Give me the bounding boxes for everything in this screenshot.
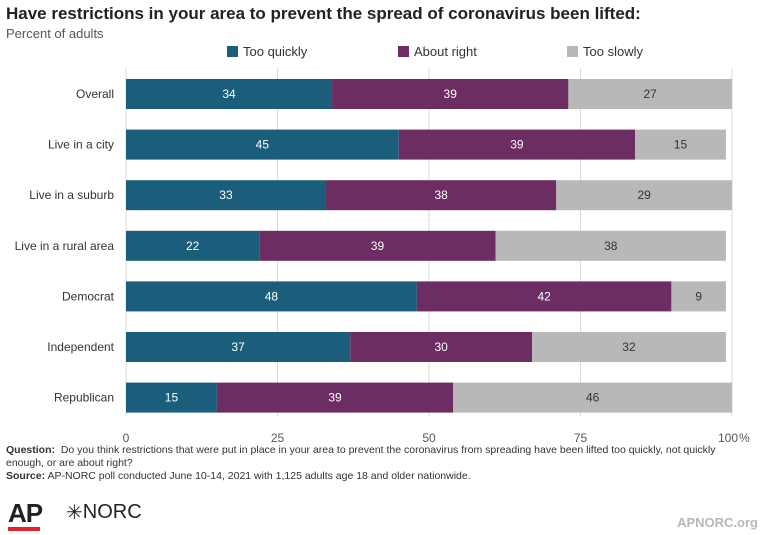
bar-segment [126,382,217,413]
tick-label: 25 [271,431,285,445]
legend-swatch-about-right [398,46,409,57]
category-label: Democrat [62,289,115,303]
chart-notes: Question: Do you think restrictions that… [6,444,756,483]
legend-swatch-too-quickly [227,46,238,57]
norc-logo-text: NORC [82,501,142,523]
legend-label-too-quickly: Too quickly [243,44,308,59]
stacked-bar-chart: Overall 34 39 27 Live in a city 45 39 15 Live in… [15,68,750,445]
data-label: 45 [256,138,270,152]
data-label: 15 [165,391,179,405]
chart-subtitle: Percent of adults [6,26,104,41]
data-label: 42 [537,289,551,303]
legend-label-about-right: About right [414,44,477,59]
data-label: 46 [586,391,600,405]
category-label: Republican [54,391,114,405]
data-label: 29 [637,188,651,202]
bar-segment [126,230,260,261]
tick-label: 100 [718,431,738,445]
data-label: 15 [674,138,688,152]
question-text: Do you think restrictions that were put … [6,444,716,469]
bar-segment [332,79,569,109]
bar-segment [259,230,496,261]
data-label: 34 [222,87,236,101]
category-label: Live in a city [48,138,114,152]
bar-segment [416,281,672,312]
bar-segment [671,281,726,312]
question-note: Question: Do you think restrictions that… [6,444,756,470]
data-label: 39 [328,391,342,405]
data-label: 33 [219,188,233,202]
legend: Too quickly About right Too slowly [0,44,768,64]
bar-segment [532,332,726,362]
bar-segment [126,79,333,109]
category-label: Overall [76,87,114,101]
data-label: 38 [434,188,448,202]
ap-logo: AP [8,498,43,528]
category-label: Live in a suburb [29,188,114,202]
bar-segment [126,180,326,211]
data-label: 38 [604,239,618,253]
legend-swatch-too-slowly [567,46,578,57]
bar-segment [350,332,533,362]
bar-segment [126,281,417,312]
norc-logo: ✳ NORC [66,500,142,525]
legend-item-too-quickly: Too quickly [227,44,307,59]
legend-item-too-slowly: Too slowly [567,44,643,59]
source-text: AP-NORC poll conducted June 10-14, 2021 … [47,470,471,482]
bar-segment [216,382,454,413]
bar-segment [635,129,726,160]
data-label: 9 [695,289,702,303]
chart-title: Have restrictions in your area to preven… [6,4,641,23]
source-note: Source: AP-NORC poll conducted June 10-1… [6,470,756,483]
bar-segment [556,180,732,211]
tick-label: 75 [574,431,588,445]
norc-star-icon: ✳ [66,502,83,524]
data-label: 39 [444,87,458,101]
bar-segment [325,180,557,211]
bar-segment [398,129,636,160]
question-label: Question: [6,444,55,456]
ap-logo-underline [8,527,40,531]
site-url: APNORC.org [677,515,758,530]
tick-label: 0 [123,431,130,445]
category-label: Independent [47,340,114,354]
bar-segment [126,332,351,362]
legend-item-about-right: About right [398,44,477,59]
data-label: 37 [231,340,245,354]
data-label: 22 [186,239,200,253]
data-label: 39 [510,138,524,152]
bar-segment [568,79,732,109]
legend-label-too-slowly: Too slowly [583,44,643,59]
data-label: 32 [622,340,636,354]
axis-unit-label: % [739,431,750,445]
category-label: Live in a rural area [15,239,115,253]
data-label: 30 [434,340,448,354]
tick-label: 50 [422,431,436,445]
bar-segment [453,382,732,413]
data-label: 27 [644,87,658,101]
data-label: 39 [371,239,385,253]
data-label: 48 [265,289,279,303]
bar-segment [495,230,726,261]
source-label: Source: [6,470,46,482]
bar-segment [126,129,399,160]
